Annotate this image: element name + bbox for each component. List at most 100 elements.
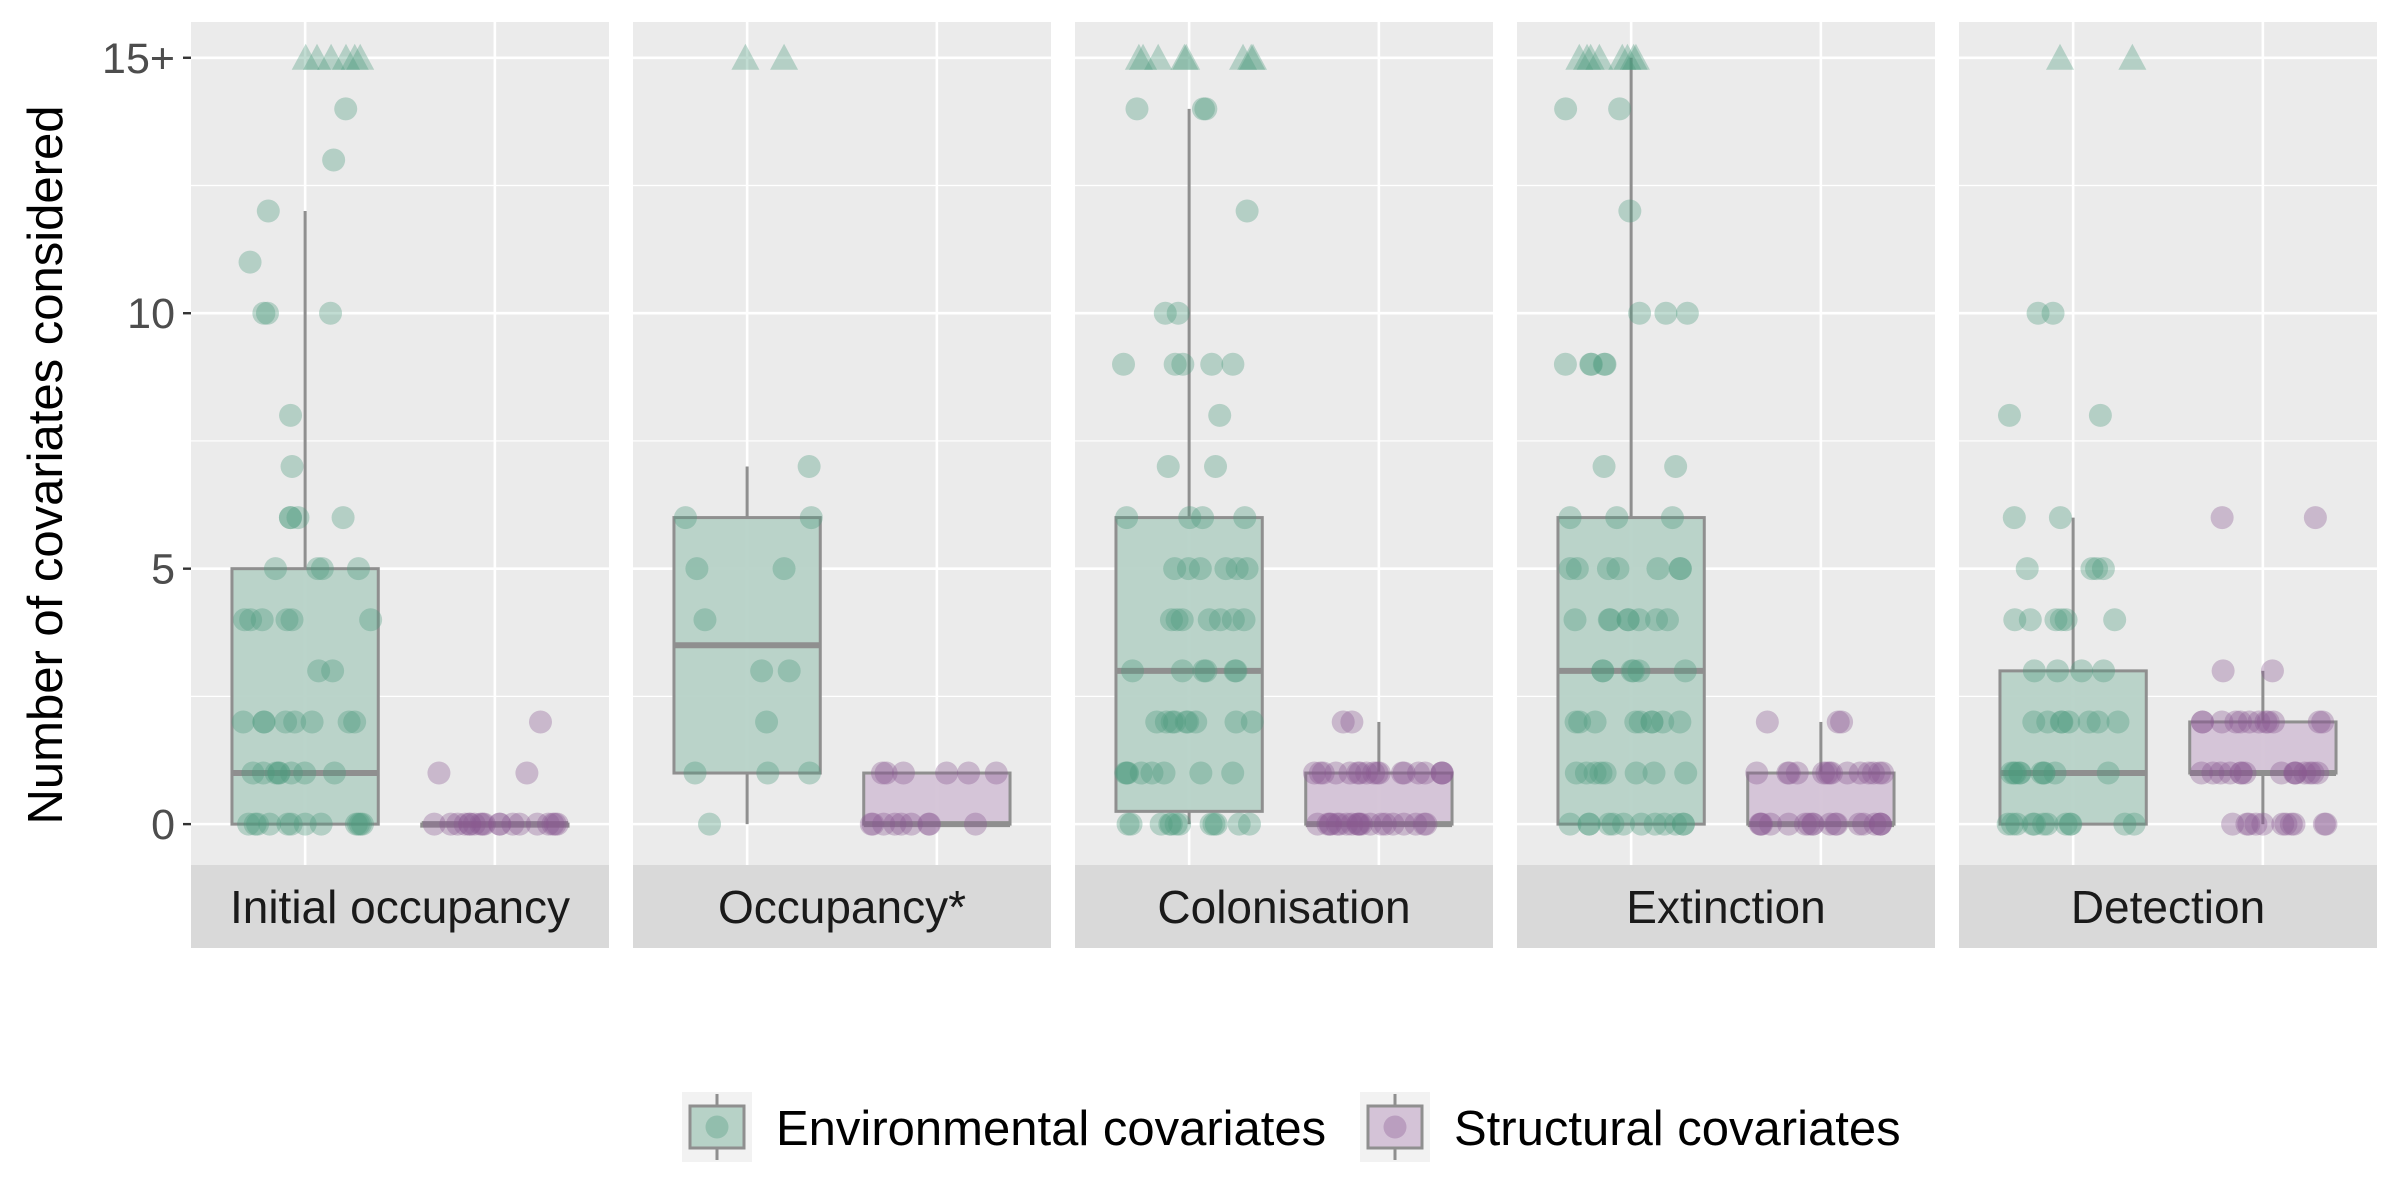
data-point	[300, 710, 324, 734]
data-point	[1235, 557, 1259, 581]
capped-point-triangle	[1129, 43, 1158, 70]
data-point	[1797, 812, 1821, 836]
capped-point-triangle	[1613, 43, 1642, 70]
data-point	[279, 403, 303, 427]
data-point	[1668, 710, 1692, 734]
data-point	[2046, 659, 2070, 683]
data-point	[1308, 761, 1332, 785]
data-point	[1327, 812, 1351, 836]
panels-layer: Initial occupancy Occupancy* Colonisation E…	[191, 22, 2377, 948]
data-point	[1184, 710, 1208, 734]
data-point	[1646, 557, 1670, 581]
legend: Environmental covariates Structural covar…	[682, 1092, 1901, 1162]
data-point	[2189, 761, 2213, 785]
data-point	[883, 812, 907, 836]
data-point	[1165, 608, 1189, 632]
data-point	[1119, 812, 1143, 836]
data-point	[501, 812, 525, 836]
data-point	[1208, 403, 1232, 427]
data-point	[2298, 761, 2322, 785]
data-point	[2106, 710, 2130, 734]
data-point	[984, 761, 1008, 785]
data-point	[2279, 812, 2303, 836]
data-point	[239, 608, 263, 632]
data-point	[2043, 761, 2067, 785]
data-point	[2235, 812, 2259, 836]
data-point	[2077, 710, 2101, 734]
data-point	[321, 659, 345, 683]
data-point	[1640, 710, 1664, 734]
data-point	[1654, 301, 1678, 325]
data-point	[1232, 608, 1256, 632]
data-point	[2044, 608, 2068, 632]
environmental-box-group	[1996, 43, 2148, 836]
data-point	[1852, 812, 1876, 836]
data-point	[799, 506, 823, 530]
data-point	[1407, 761, 1431, 785]
data-point	[276, 812, 300, 836]
data-point	[1192, 659, 1216, 683]
data-point	[2312, 812, 2336, 836]
data-point	[1652, 812, 1676, 836]
capped-point-triangle	[1144, 43, 1173, 70]
data-point	[2210, 710, 2234, 734]
data-point	[307, 659, 331, 683]
data-point	[1592, 454, 1616, 478]
data-point	[1392, 761, 1416, 785]
data-point	[310, 557, 334, 581]
structural-box-group	[1745, 710, 1896, 836]
data-point	[267, 761, 291, 785]
data-point	[1628, 301, 1652, 325]
data-point	[275, 608, 299, 632]
data-point	[1335, 812, 1359, 836]
data-point	[2260, 659, 2284, 683]
data-point	[251, 761, 275, 785]
data-point	[2218, 761, 2242, 785]
capped-point-triangle	[331, 43, 360, 70]
data-point	[1200, 352, 1224, 376]
data-point	[2032, 761, 2056, 785]
data-point	[1558, 812, 1582, 836]
data-point	[1564, 761, 1588, 785]
data-point	[1153, 301, 1177, 325]
data-point	[1214, 557, 1238, 581]
data-point	[346, 557, 370, 581]
data-point	[231, 710, 255, 734]
data-point	[861, 812, 885, 836]
data-point	[252, 301, 276, 325]
data-point	[293, 812, 317, 836]
capped-point-triangle	[1576, 43, 1605, 70]
capped-point-triangle	[731, 43, 760, 70]
data-point	[2059, 812, 2083, 836]
legend-key-box	[1366, 1104, 1424, 1150]
capped-point-triangle	[2046, 43, 2075, 70]
capped-point-triangle	[1237, 43, 1266, 70]
structural-box-group	[2188, 506, 2338, 836]
data-point	[1346, 761, 1370, 785]
data-point	[1606, 557, 1630, 581]
data-point	[1197, 608, 1221, 632]
data-point	[1221, 761, 1245, 785]
data-point	[1801, 812, 1825, 836]
data-point	[1597, 608, 1621, 632]
data-point	[1176, 557, 1200, 581]
data-point	[1818, 812, 1842, 836]
data-point	[1325, 812, 1349, 836]
data-point	[1758, 812, 1782, 836]
data-point	[1170, 608, 1194, 632]
data-point	[2113, 812, 2137, 836]
data-point	[2085, 557, 2109, 581]
data-point	[1316, 812, 1340, 836]
data-point	[1324, 761, 1348, 785]
y-tick-label: 15+	[102, 35, 175, 83]
data-point	[2058, 812, 2082, 836]
data-point	[1672, 812, 1696, 836]
data-point	[2229, 761, 2253, 785]
data-point	[453, 812, 477, 836]
data-point	[1199, 812, 1223, 836]
data-point	[243, 812, 267, 836]
data-point	[2210, 506, 2234, 530]
box-iqr	[230, 567, 380, 826]
data-point	[472, 812, 496, 836]
